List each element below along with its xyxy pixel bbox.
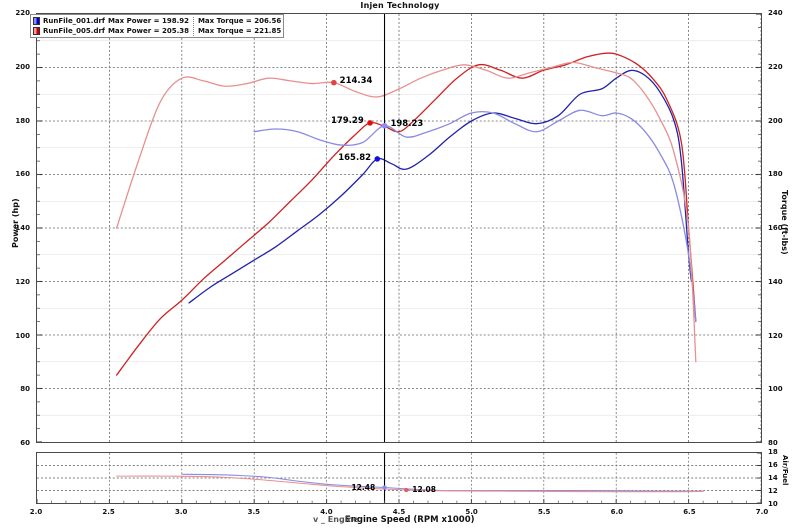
legend: RunFile_001.drf Max Power = 198.92 Max T… (30, 14, 285, 38)
torque-red-callout: 214.34 (339, 75, 373, 86)
y-tick-power: 100 (15, 331, 30, 340)
y-tick-torque: 120 (768, 331, 783, 340)
afr-red-callout: 12.08 (412, 485, 436, 495)
x-tick: 5.0 (465, 508, 478, 516)
power-torque-canvas (37, 14, 761, 442)
x-tick: 3.5 (247, 508, 260, 516)
y-axis-left-title: Power (hp) (11, 198, 20, 248)
air-fuel-plot[interactable] (36, 452, 762, 504)
power-blue-callout: 165.82 (338, 152, 372, 163)
series-line (115, 61, 697, 363)
torque-blue-callout: 198.23 (390, 119, 424, 130)
legend-row: RunFile_005.drf Max Power = 205.38 Max T… (33, 26, 281, 36)
y-tick-power: 200 (15, 62, 30, 71)
x-tick: 7.0 (755, 508, 769, 516)
afr-blue-callout: 12.48 (351, 482, 376, 492)
series-line (188, 69, 693, 304)
x-tick: 5.5 (537, 508, 551, 516)
y-tick-torque: 180 (768, 170, 783, 179)
series-line (115, 52, 697, 376)
x-tick: 6.5 (683, 508, 696, 516)
y-tick-torque: 80 (768, 439, 778, 447)
legend-max-power: Max Power = 205.38 (107, 27, 189, 35)
y-tick-power: 160 (15, 170, 30, 179)
series-line (181, 473, 704, 492)
series-line (116, 475, 704, 493)
x-axis-title-ghost: v _ Engine (313, 515, 359, 524)
y-tick-power: 220 (15, 9, 30, 17)
y-tick-torque: 140 (768, 277, 783, 286)
power-torque-plot[interactable] (36, 13, 762, 443)
x-tick: 4.0 (320, 508, 333, 516)
y-axis-right-title: Torque (ft-lbs) (780, 190, 789, 255)
x-tick: 3.0 (174, 508, 188, 516)
legend-max-power: Max Power = 198.92 (107, 17, 189, 25)
y-tick-afr: 12 (768, 487, 778, 495)
y-tick-torque: 200 (768, 116, 783, 125)
y-tick-torque: 100 (768, 385, 783, 394)
y-tick-power: 140 (15, 224, 30, 232)
y-tick-afr: 16 (768, 461, 778, 469)
chart-title: Injen Technology (360, 1, 440, 10)
x-tick: 2.0 (29, 508, 43, 516)
x-tick: 6.0 (610, 508, 623, 516)
legend-file: RunFile_005.drf (43, 27, 105, 35)
legend-max-torque: Max Torque = 221.85 (197, 27, 282, 35)
legend-row: RunFile_001.drf Max Power = 198.92 Max T… (33, 16, 281, 26)
air-fuel-canvas (37, 453, 761, 503)
data-point-marker[interactable] (331, 79, 337, 86)
y-tick-power: 120 (15, 277, 30, 286)
data-point-marker[interactable] (382, 485, 387, 490)
legend-divider (192, 26, 194, 36)
y-tick-power: 80 (20, 385, 30, 394)
power-red-callout: 179.29 (330, 116, 364, 127)
y-tick-power: 180 (15, 116, 30, 125)
data-point-marker[interactable] (404, 487, 409, 493)
legend-swatch-blue-icon (33, 17, 40, 25)
y-tick-torque: 160 (768, 224, 783, 232)
legend-file: RunFile_001.drf (43, 17, 105, 25)
afr-axis-title: Air/Fuel (781, 455, 789, 486)
y-tick-torque: 220 (768, 62, 783, 71)
legend-divider (192, 16, 194, 26)
x-tick: 4.5 (392, 508, 406, 516)
legend-max-torque: Max Torque = 206.56 (197, 17, 282, 25)
y-tick-power: 60 (20, 439, 30, 447)
y-tick-afr: 10 (768, 500, 778, 508)
data-point-marker[interactable] (381, 122, 388, 129)
y-tick-torque: 240 (768, 9, 783, 17)
y-tick-afr: 18 (768, 448, 778, 456)
legend-swatch-red-icon (33, 27, 40, 35)
data-point-marker[interactable] (367, 120, 373, 126)
x-axis-title: Engine Speed (RPM x1000) (345, 515, 475, 525)
series-line (253, 109, 697, 323)
x-tick: 2.5 (102, 508, 115, 516)
y-tick-afr: 14 (768, 474, 778, 482)
data-point-marker[interactable] (374, 156, 381, 162)
